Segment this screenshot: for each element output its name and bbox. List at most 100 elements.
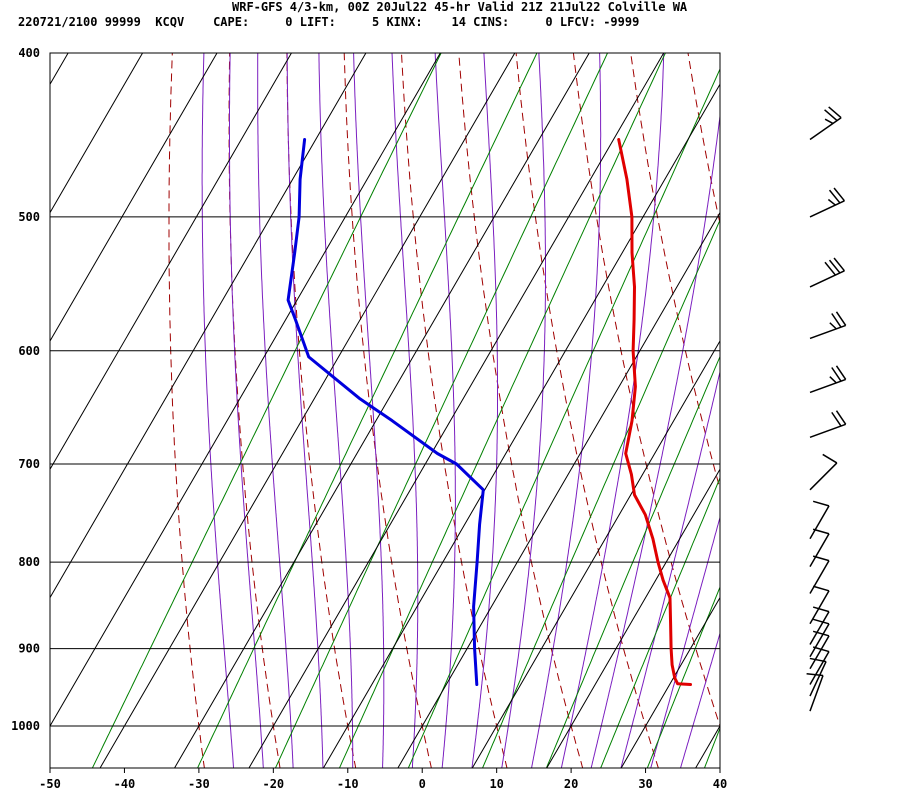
isotherm-line (50, 53, 441, 727)
wind-barb-feather (806, 672, 824, 677)
temperature-tick-label: 40 (713, 777, 727, 791)
mixing-ratio-line (600, 476, 720, 768)
pressure-tick-label: 600 (18, 344, 40, 358)
wind-barb-feather (828, 106, 842, 119)
dry-adiabat-line (852, 15, 900, 769)
dry-adiabat-line (687, 53, 720, 226)
mixing-ratio-lines (91, 53, 720, 768)
wind-barb-shaft (809, 462, 838, 491)
isotherm-line (50, 53, 69, 86)
pressure-tick-label: 700 (18, 457, 40, 471)
moist-adiabat-line (531, 53, 602, 768)
wind-barb (809, 453, 838, 491)
wind-barb-feather (812, 646, 830, 653)
moist-adiabat-line (590, 112, 720, 768)
mixing-ratio-line (197, 53, 538, 768)
moist-adiabat-line (434, 53, 456, 768)
dewpoint-trace (286, 138, 485, 686)
wind-barb-shaft (809, 560, 830, 594)
pressure-tick-label: 1000 (11, 719, 40, 733)
dry-adiabats (168, 15, 900, 769)
wind-barb-feather (831, 313, 842, 328)
wind-barb-shaft (809, 661, 827, 697)
isotherm-line (50, 53, 218, 342)
wind-barbs (806, 106, 847, 712)
wind-barb (809, 618, 830, 658)
pressure-tick-label: 400 (18, 46, 40, 60)
wind-barb-feather (833, 187, 846, 202)
dry-adiabat-line (572, 53, 720, 728)
wind-barb-shaft (809, 423, 846, 439)
wind-barb-feather (835, 311, 847, 326)
wind-barb-feather (812, 585, 830, 592)
wind-barb-shaft (809, 200, 845, 218)
wind-barb-shaft (809, 635, 830, 670)
mixing-ratio-line (545, 355, 720, 768)
mixing-ratio-line (481, 218, 720, 768)
isotherm-line (173, 53, 590, 768)
moist-adiabat-line (620, 369, 720, 768)
wind-barb-feather (829, 376, 837, 384)
temperature-tick-label: 0 (419, 777, 426, 791)
isotherm-line (50, 53, 367, 599)
isotherm-line (50, 53, 293, 471)
wind-barb-feather (812, 555, 830, 562)
wind-barb (809, 500, 830, 540)
mixing-ratio-line (338, 53, 666, 768)
wind-barb-shaft (809, 117, 842, 141)
wind-barb-shaft (809, 505, 830, 540)
wind-barb-feather (831, 367, 842, 382)
wind-barb (809, 528, 830, 568)
wind-barb-shaft (809, 270, 845, 288)
moist-adiabat-line (353, 53, 385, 768)
wind-barb-shaft (809, 378, 846, 394)
wind-barb (809, 646, 830, 685)
wind-barb-feather (829, 322, 837, 330)
moist-adiabat-line (471, 53, 498, 768)
wind-barb-shaft (809, 533, 830, 568)
pressure-tick-labels: 400 500 600 700 800 900 1000 (11, 46, 40, 733)
isobars (50, 53, 720, 727)
moist-adiabat-line (318, 53, 354, 768)
wind-barb-feather (824, 109, 838, 122)
wind-barb (806, 672, 824, 712)
plot-frame (49, 52, 721, 769)
isotherm-line (620, 596, 720, 768)
moist-adiabat-line (257, 53, 294, 768)
temperature-tick-label: -50 (39, 777, 61, 791)
wind-barb (809, 606, 830, 645)
mixing-ratio-line (703, 726, 720, 768)
moist-adiabat-line (391, 53, 419, 768)
temperature-tick-labels: -50 -40 -30 -20 -10 0 10 20 30 40 (39, 768, 727, 791)
temperature-trace (617, 138, 692, 686)
mixing-ratio-line (646, 585, 720, 768)
pressure-tick-label: 800 (18, 555, 40, 569)
moist-adiabats (201, 53, 720, 768)
temperature-tick-label: -20 (262, 777, 284, 791)
wind-barb-feather (812, 630, 830, 637)
isotherm-line (471, 339, 720, 768)
wind-barb-shaft (809, 611, 830, 645)
moist-adiabat-line (560, 53, 665, 768)
moist-adiabat-line (650, 515, 720, 768)
wind-barb (809, 257, 846, 288)
temperature-tick-label: 30 (638, 777, 652, 791)
moist-adiabat-line (501, 53, 546, 768)
wind-barb-feather (831, 411, 842, 427)
wind-barb-shaft (809, 324, 846, 340)
dry-adiabat-line (458, 53, 584, 768)
temperature-tick-label: 10 (489, 777, 503, 791)
wind-barb-feather (812, 618, 830, 625)
wind-barb-feather (812, 528, 830, 535)
pressure-tick-label: 900 (18, 642, 40, 656)
wind-barb-shaft (809, 590, 830, 625)
wind-barb-feather (835, 365, 847, 380)
dry-adiabat-line (515, 53, 659, 768)
isotherm-line (546, 468, 720, 768)
mixing-ratio-line (274, 53, 609, 768)
isotherm-line (397, 211, 720, 768)
wind-barb-feather (824, 261, 836, 276)
wind-barb-feather (827, 198, 836, 206)
dry-adiabat-line (343, 53, 432, 768)
